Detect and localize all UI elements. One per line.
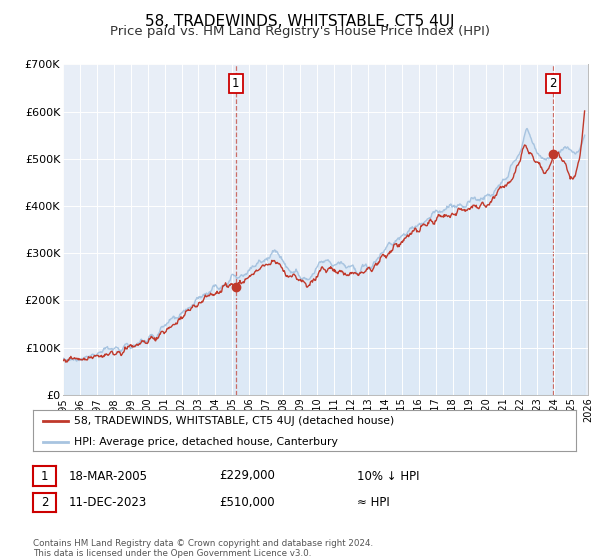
Text: 58, TRADEWINDS, WHITSTABLE, CT5 4UJ: 58, TRADEWINDS, WHITSTABLE, CT5 4UJ — [145, 14, 455, 29]
Text: 2: 2 — [41, 496, 48, 509]
Text: ≈ HPI: ≈ HPI — [357, 496, 390, 509]
Text: £510,000: £510,000 — [219, 496, 275, 509]
Text: Price paid vs. HM Land Registry's House Price Index (HPI): Price paid vs. HM Land Registry's House … — [110, 25, 490, 38]
Text: 2: 2 — [550, 77, 557, 90]
Text: 18-MAR-2005: 18-MAR-2005 — [69, 469, 148, 483]
Text: 1: 1 — [232, 77, 239, 90]
Text: 10% ↓ HPI: 10% ↓ HPI — [357, 469, 419, 483]
Text: HPI: Average price, detached house, Canterbury: HPI: Average price, detached house, Cant… — [74, 437, 338, 447]
Text: 11-DEC-2023: 11-DEC-2023 — [69, 496, 147, 509]
Text: 58, TRADEWINDS, WHITSTABLE, CT5 4UJ (detached house): 58, TRADEWINDS, WHITSTABLE, CT5 4UJ (det… — [74, 417, 394, 426]
Text: £229,000: £229,000 — [219, 469, 275, 483]
Text: Contains HM Land Registry data © Crown copyright and database right 2024.
This d: Contains HM Land Registry data © Crown c… — [33, 539, 373, 558]
Text: 1: 1 — [41, 469, 48, 483]
